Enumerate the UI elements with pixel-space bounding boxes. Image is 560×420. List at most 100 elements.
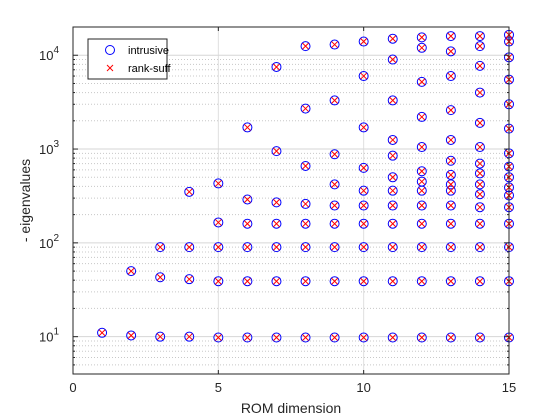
legend-box <box>87 38 168 80</box>
rank-suff-marker <box>389 136 397 144</box>
intrusive-marker <box>474 158 485 169</box>
rank-suff-marker-stroke <box>476 334 484 341</box>
intrusive-marker <box>300 332 311 343</box>
rank-suff-marker <box>476 181 484 188</box>
intrusive-marker <box>300 103 311 114</box>
intrusive-marker <box>329 218 340 229</box>
intrusive-marker <box>474 189 485 200</box>
rank-suff-marker <box>389 243 397 251</box>
rank-suff-marker-stroke <box>389 173 397 181</box>
rank-suff-marker-stroke <box>302 105 309 112</box>
rank-suff-marker <box>447 220 455 228</box>
intrusive-marker <box>474 202 485 213</box>
rank-suff-marker <box>331 150 338 158</box>
rank-suff-marker-stroke <box>476 143 484 151</box>
intrusive-marker <box>474 87 485 98</box>
rank-suff-marker <box>447 72 455 80</box>
y-tick-label: 101 <box>39 327 59 345</box>
rank-suff-marker <box>389 173 397 181</box>
intrusive-marker <box>271 146 282 157</box>
rank-suff-marker-stroke <box>331 150 338 158</box>
intrusive-marker <box>387 200 398 211</box>
rank-suff-marker <box>214 277 222 285</box>
intrusive-marker <box>474 41 485 52</box>
intrusive-marker <box>184 274 195 285</box>
intrusive-marker <box>126 330 137 341</box>
intrusive-marker <box>300 198 311 209</box>
y-tick-label: 103 <box>39 139 59 157</box>
rank-suff-marker <box>418 34 426 41</box>
intrusive-marker <box>242 122 253 133</box>
axis-ticks: 0 5 10 15 101 102 103 104 <box>39 27 516 395</box>
rank-suff-marker-stroke <box>476 277 484 285</box>
rank-suff-marker-stroke <box>476 243 484 251</box>
rank-suff-marker-stroke <box>447 157 455 165</box>
rank-suff-marker <box>302 42 309 50</box>
intrusive-marker <box>213 217 224 228</box>
rank-suff-marker-stroke <box>389 220 397 228</box>
intrusive-marker <box>300 218 311 229</box>
intrusive-marker <box>445 332 456 343</box>
intrusive-marker <box>387 150 398 161</box>
rank-suff-marker-stroke <box>214 243 222 251</box>
intrusive-marker <box>329 149 340 160</box>
rank-suff-marker-stroke <box>447 187 455 195</box>
legend-circle-icon <box>105 45 115 55</box>
rank-suff-marker-stroke <box>360 124 368 131</box>
intrusive-marker <box>300 160 311 171</box>
intrusive-marker <box>445 242 456 253</box>
rank-suff-marker <box>418 167 426 175</box>
rank-suff-marker-stroke <box>389 187 397 195</box>
rank-suff-marker <box>418 202 426 209</box>
legend-label: rank-suff <box>128 63 172 75</box>
rank-suff-marker-stroke <box>447 334 455 341</box>
rank-suff-marker <box>331 97 338 104</box>
rank-suff-marker-stroke <box>331 220 338 228</box>
intrusive-marker <box>329 179 340 190</box>
intrusive-marker <box>271 332 282 343</box>
intrusive-marker <box>271 61 282 72</box>
intrusive-marker <box>358 185 369 196</box>
intrusive-marker <box>474 332 485 343</box>
rank-suff-marker <box>302 105 309 112</box>
rank-suff-marker <box>389 35 397 43</box>
intrusive-marker <box>126 266 137 277</box>
rank-suff-marker <box>360 38 368 45</box>
rank-suff-marker-stroke <box>244 243 251 251</box>
intrusive-marker <box>474 218 485 229</box>
rank-suff-marker-stroke <box>302 42 309 50</box>
intrusive-marker <box>213 332 224 343</box>
intrusive-marker <box>445 155 456 166</box>
rank-suff-marker-stroke <box>331 41 338 48</box>
intrusive-marker <box>329 200 340 211</box>
rank-suff-marker-stroke <box>331 97 338 104</box>
x-tick-label: 15 <box>502 380 516 395</box>
rank-suff-marker-stroke <box>244 124 251 131</box>
rank-suff-marker <box>418 178 426 185</box>
rank-suff-marker-stroke <box>331 181 338 188</box>
intrusive-marker <box>213 276 224 287</box>
rank-suff-marker <box>418 334 426 341</box>
rank-suff-marker <box>476 334 484 341</box>
intrusive-marker <box>358 122 369 133</box>
intrusive-marker <box>242 276 253 287</box>
rank-suff-marker-stroke <box>476 190 484 198</box>
rank-suff-marker-stroke <box>244 220 251 228</box>
intrusive-marker <box>387 242 398 253</box>
rank-suff-marker <box>418 113 426 121</box>
rank-suff-marker-stroke <box>447 277 455 285</box>
intrusive-marker <box>242 332 253 343</box>
rank-suff-marker <box>360 72 368 80</box>
x-tick-label: 10 <box>356 380 370 395</box>
intrusive-marker <box>184 242 195 253</box>
x-tick-label: 0 <box>69 380 76 395</box>
rank-suff-marker-stroke <box>273 199 280 206</box>
intrusive-marker <box>329 242 340 253</box>
rank-suff-marker <box>447 277 455 285</box>
rank-suff-marker <box>302 243 309 251</box>
rank-suff-marker-stroke <box>389 243 397 251</box>
intrusive-marker <box>387 218 398 229</box>
rank-suff-marker <box>476 32 484 40</box>
rank-suff-marker <box>476 203 484 211</box>
rank-suff-marker-stroke <box>418 167 426 175</box>
